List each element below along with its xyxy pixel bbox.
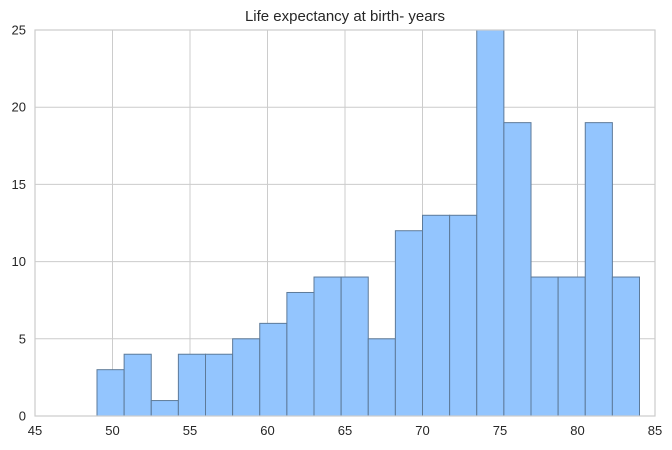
histogram-bar: [367, 338, 396, 417]
histogram-bar: [150, 400, 179, 417]
x-tick-label: 50: [105, 423, 119, 438]
histogram-bar: [422, 214, 451, 417]
histogram-bar: [476, 29, 505, 417]
histogram-bar: [584, 122, 613, 417]
histogram-bar: [611, 276, 640, 417]
histogram-bars: [96, 29, 640, 417]
histogram-bar: [123, 353, 152, 417]
y-tick-label: 0: [19, 409, 26, 424]
y-tick-label: 15: [12, 177, 26, 192]
histogram-bar: [557, 276, 586, 417]
histogram-bar: [232, 338, 261, 417]
x-tick-label: 70: [415, 423, 429, 438]
x-tick-label: 55: [183, 423, 197, 438]
histogram-bar: [96, 369, 125, 417]
x-tick-label: 80: [570, 423, 584, 438]
histogram-bar: [530, 276, 559, 417]
chart-title: Life expectancy at birth- years: [245, 8, 445, 25]
x-tick-label: 75: [493, 423, 507, 438]
x-tick-label: 85: [648, 423, 662, 438]
x-tick-label: 45: [28, 423, 42, 438]
y-tick-labels: 0 5 10 15 20 25: [12, 23, 26, 424]
x-tick-label: 60: [260, 423, 274, 438]
y-tick-label: 10: [12, 254, 26, 269]
histogram-bar: [449, 214, 478, 417]
histogram-bar: [177, 353, 206, 417]
x-tick-labels: 45 50 55 60 65 70 75 80 85: [28, 423, 662, 438]
histogram-bar: [286, 291, 315, 417]
histogram-bar: [394, 230, 423, 417]
histogram-bar: [205, 353, 234, 417]
histogram-bar: [340, 276, 369, 417]
histogram-bar: [313, 276, 342, 417]
histogram-bar: [503, 122, 532, 417]
y-tick-label: 25: [12, 23, 26, 38]
y-tick-label: 20: [12, 100, 26, 115]
histogram-bar: [259, 322, 288, 417]
x-tick-label: 65: [338, 423, 352, 438]
plot-frame: [34, 29, 656, 417]
y-tick-label: 5: [19, 331, 26, 346]
